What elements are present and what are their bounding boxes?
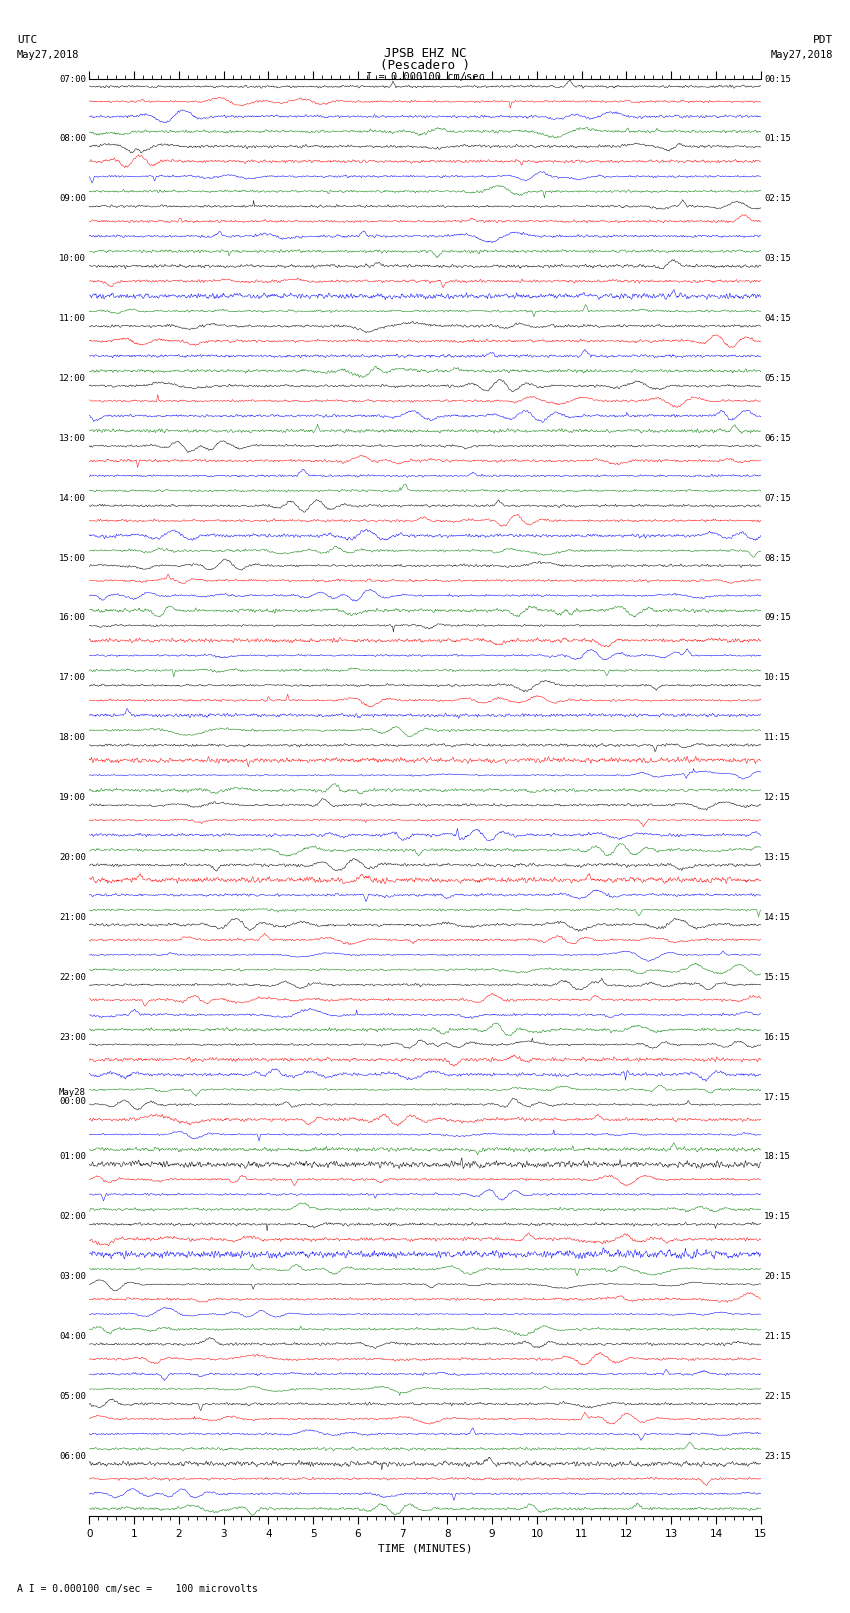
Text: 00:00: 00:00 [59, 1097, 86, 1107]
Text: 22:00: 22:00 [59, 973, 86, 982]
Text: A I = 0.000100 cm/sec =    100 microvolts: A I = 0.000100 cm/sec = 100 microvolts [17, 1584, 258, 1594]
Text: 17:00: 17:00 [59, 673, 86, 682]
Text: 23:15: 23:15 [764, 1452, 791, 1461]
Text: 08:00: 08:00 [59, 134, 86, 144]
Text: 09:00: 09:00 [59, 194, 86, 203]
Text: UTC: UTC [17, 35, 37, 45]
Text: 16:15: 16:15 [764, 1032, 791, 1042]
Text: PDT: PDT [813, 35, 833, 45]
Text: 07:00: 07:00 [59, 74, 86, 84]
Text: 13:15: 13:15 [764, 853, 791, 861]
Text: 02:15: 02:15 [764, 194, 791, 203]
Text: 11:00: 11:00 [59, 315, 86, 323]
Text: 20:15: 20:15 [764, 1273, 791, 1281]
Text: 01:15: 01:15 [764, 134, 791, 144]
Text: 10:15: 10:15 [764, 673, 791, 682]
X-axis label: TIME (MINUTES): TIME (MINUTES) [377, 1544, 473, 1553]
Text: 18:15: 18:15 [764, 1152, 791, 1161]
Text: 03:15: 03:15 [764, 255, 791, 263]
Text: 03:00: 03:00 [59, 1273, 86, 1281]
Text: 14:15: 14:15 [764, 913, 791, 923]
Text: 02:00: 02:00 [59, 1213, 86, 1221]
Text: 20:00: 20:00 [59, 853, 86, 861]
Text: 09:15: 09:15 [764, 613, 791, 623]
Text: 01:00: 01:00 [59, 1152, 86, 1161]
Text: 06:00: 06:00 [59, 1452, 86, 1461]
Text: I = 0.000100 cm/sec: I = 0.000100 cm/sec [366, 73, 484, 82]
Text: JPSB EHZ NC: JPSB EHZ NC [383, 47, 467, 60]
Text: 19:00: 19:00 [59, 794, 86, 802]
Text: 04:15: 04:15 [764, 315, 791, 323]
Text: 15:00: 15:00 [59, 553, 86, 563]
Text: 18:00: 18:00 [59, 734, 86, 742]
Text: 17:15: 17:15 [764, 1092, 791, 1102]
Text: 05:15: 05:15 [764, 374, 791, 382]
Text: 06:15: 06:15 [764, 434, 791, 444]
Text: 05:00: 05:00 [59, 1392, 86, 1402]
Text: 16:00: 16:00 [59, 613, 86, 623]
Text: 08:15: 08:15 [764, 553, 791, 563]
Text: 07:15: 07:15 [764, 494, 791, 503]
Text: 21:15: 21:15 [764, 1332, 791, 1340]
Text: 14:00: 14:00 [59, 494, 86, 503]
Text: 12:15: 12:15 [764, 794, 791, 802]
Text: May27,2018: May27,2018 [17, 50, 80, 60]
Text: 00:15: 00:15 [764, 74, 791, 84]
Text: 21:00: 21:00 [59, 913, 86, 923]
Text: 04:00: 04:00 [59, 1332, 86, 1340]
Text: 15:15: 15:15 [764, 973, 791, 982]
Text: 22:15: 22:15 [764, 1392, 791, 1402]
Text: 12:00: 12:00 [59, 374, 86, 382]
Text: May28: May28 [59, 1089, 86, 1097]
Text: 10:00: 10:00 [59, 255, 86, 263]
Text: 13:00: 13:00 [59, 434, 86, 444]
Text: May27,2018: May27,2018 [770, 50, 833, 60]
Text: 19:15: 19:15 [764, 1213, 791, 1221]
Text: (Pescadero ): (Pescadero ) [380, 58, 470, 71]
Text: 11:15: 11:15 [764, 734, 791, 742]
Text: 23:00: 23:00 [59, 1032, 86, 1042]
